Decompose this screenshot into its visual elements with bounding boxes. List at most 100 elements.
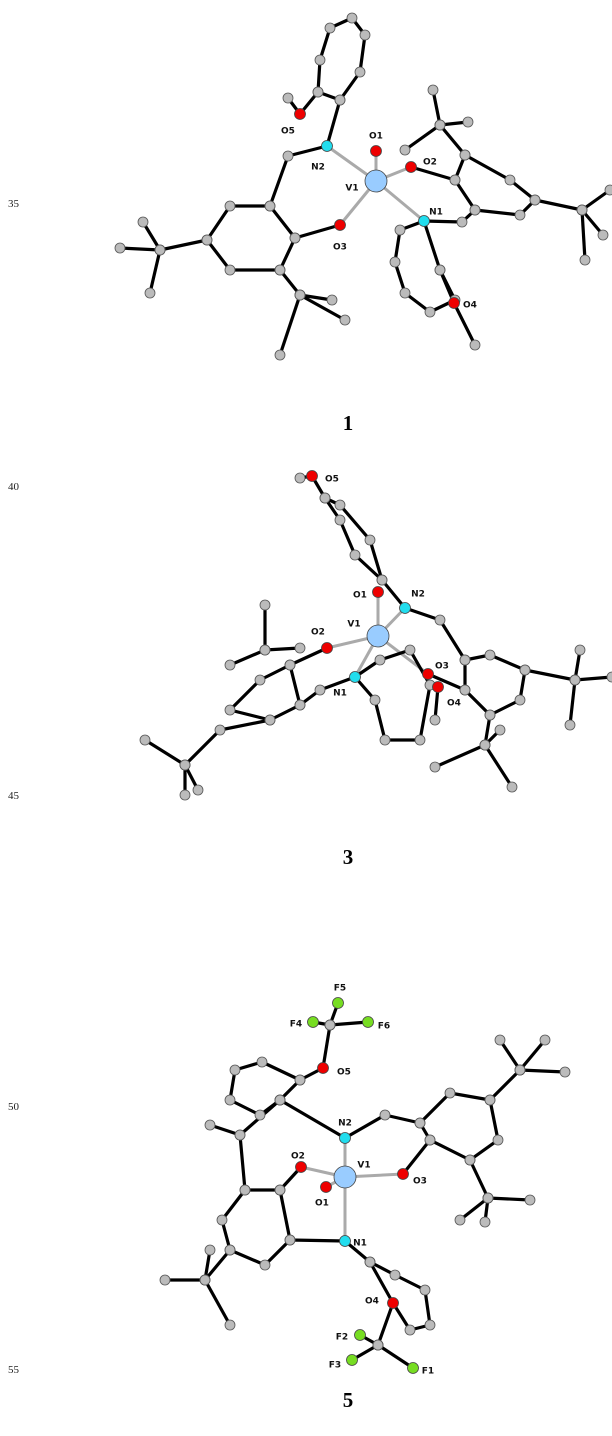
carbon-atom <box>160 1275 170 1285</box>
carbon-atom <box>445 1088 455 1098</box>
carbon-atom <box>205 1120 215 1130</box>
carbon-atom <box>515 695 525 705</box>
bond <box>120 248 160 250</box>
carbon-atom <box>295 1075 305 1085</box>
carbon-atom <box>420 1285 430 1295</box>
carbon-atom <box>428 85 438 95</box>
bond <box>570 680 575 725</box>
bond <box>470 1160 530 1200</box>
carbon-atom <box>507 782 517 792</box>
carbon-atom <box>313 87 323 97</box>
atom-label: V1 <box>347 620 360 630</box>
atom-label: N2 <box>338 1119 352 1129</box>
atom-label: O4 <box>463 301 477 311</box>
carbon-atom <box>485 1095 495 1105</box>
carbon-atom <box>455 1215 465 1225</box>
carbon-atom <box>525 1195 535 1205</box>
carbon-atom <box>145 288 155 298</box>
carbon-atom <box>285 1235 295 1245</box>
bond <box>378 1345 413 1368</box>
carbon-atom <box>115 243 125 253</box>
atom-label: O1 <box>353 591 367 601</box>
atom <box>371 146 382 157</box>
carbon-atom <box>405 1325 415 1335</box>
bond <box>323 1025 330 1068</box>
bond <box>485 745 512 787</box>
carbon-atom <box>202 235 212 245</box>
carbon-atom <box>460 685 470 695</box>
atom-label: O2 <box>423 158 437 168</box>
atom <box>350 672 361 683</box>
carbon-atom <box>435 615 445 625</box>
atom-label: O1 <box>369 132 383 142</box>
carbon-atom <box>365 1257 375 1267</box>
atom-label: N2 <box>411 590 425 600</box>
carbon-atom <box>260 600 270 610</box>
carbon-atom <box>217 1215 227 1225</box>
carbon-atom <box>430 715 440 725</box>
carbon-atom <box>465 1155 475 1165</box>
atom <box>373 587 384 598</box>
atom-label: O4 <box>447 699 461 709</box>
carbon-atom <box>575 645 585 655</box>
carbon-atom <box>380 735 390 745</box>
atom <box>406 162 417 173</box>
carbon-atom <box>377 575 387 585</box>
carbon-atom <box>275 1185 285 1195</box>
bond <box>535 190 610 210</box>
atom <box>321 1182 332 1193</box>
carbon-atom <box>485 710 495 720</box>
bond <box>150 250 160 293</box>
page-canvas: 3540455055135O5O1N2V1O2N1O3O4O5O1N2V1O2N… <box>0 0 612 1436</box>
carbon-atom <box>495 725 505 735</box>
atom <box>318 1063 329 1074</box>
bond <box>165 1250 230 1280</box>
carbon-atom <box>415 1118 425 1128</box>
bond <box>355 650 430 740</box>
carbon-atom <box>265 201 275 211</box>
carbon-atom <box>530 195 540 205</box>
bond <box>403 1140 430 1174</box>
atom <box>340 1236 351 1247</box>
atom <box>419 216 430 227</box>
bond <box>520 1070 565 1072</box>
bond <box>520 1040 545 1070</box>
carbon-atom <box>275 1095 285 1105</box>
carbon-atom <box>425 1320 435 1330</box>
carbon-atom <box>200 1275 210 1285</box>
carbon-atom <box>235 1130 245 1140</box>
bond <box>288 18 365 114</box>
carbon-atom <box>457 217 467 227</box>
atom-label: O5 <box>337 1068 351 1078</box>
carbon-atom <box>275 350 285 360</box>
atom-label: N2 <box>311 163 325 173</box>
bond <box>300 476 382 580</box>
bond <box>327 100 340 146</box>
carbon-atom <box>425 307 435 317</box>
atom <box>295 109 306 120</box>
atom <box>365 170 387 192</box>
carbon-atom <box>463 117 473 127</box>
carbon-atom <box>295 643 305 653</box>
atom <box>398 1169 409 1180</box>
carbon-atom <box>360 30 370 40</box>
atom <box>388 1298 399 1309</box>
carbon-atom <box>435 120 445 130</box>
carbon-atom <box>480 1217 490 1227</box>
carbon-atom <box>470 340 480 350</box>
line-number: 45 <box>8 790 20 802</box>
atom-label: N1 <box>429 208 443 218</box>
carbon-atom <box>260 1260 270 1270</box>
carbon-atom <box>515 1065 525 1075</box>
atom <box>347 1355 358 1366</box>
carbon-atom <box>327 295 337 305</box>
carbon-atom <box>230 1065 240 1075</box>
line-number: 40 <box>8 481 20 493</box>
carbon-atom <box>480 740 490 750</box>
carbon-atom <box>295 473 305 483</box>
carbon-atom <box>283 151 293 161</box>
carbon-atom <box>395 225 405 235</box>
atom <box>367 625 389 647</box>
carbon-atom <box>138 217 148 227</box>
atom-label: O4 <box>365 1297 379 1307</box>
